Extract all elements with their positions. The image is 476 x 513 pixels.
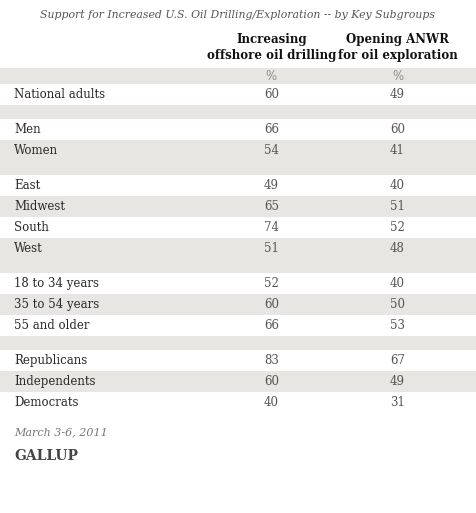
- Text: 40: 40: [390, 179, 405, 192]
- Text: March 3-6, 2011: March 3-6, 2011: [14, 427, 108, 437]
- Bar: [0, 175, 476, 196]
- Text: 51: 51: [264, 242, 279, 255]
- Text: 74: 74: [264, 221, 279, 234]
- Text: Opening ANWR
for oil exploration: Opening ANWR for oil exploration: [337, 32, 457, 62]
- Text: 18 to 34 years: 18 to 34 years: [14, 277, 99, 290]
- Bar: [0, 259, 476, 273]
- Text: %: %: [266, 69, 277, 83]
- Text: Support for Increased U.S. Oil Drilling/Exploration -- by Key Subgroups: Support for Increased U.S. Oil Drilling/…: [40, 10, 436, 20]
- Text: 60: 60: [264, 88, 279, 101]
- Bar: [0, 336, 476, 350]
- Text: Democrats: Democrats: [14, 396, 79, 409]
- Text: Women: Women: [14, 144, 59, 157]
- Text: 66: 66: [264, 319, 279, 332]
- Text: South: South: [14, 221, 49, 234]
- Text: Men: Men: [14, 123, 41, 136]
- Text: GALLUP: GALLUP: [14, 449, 78, 463]
- Text: 52: 52: [264, 277, 279, 290]
- Bar: [0, 238, 476, 259]
- Text: National adults: National adults: [14, 88, 105, 101]
- Text: 55 and older: 55 and older: [14, 319, 90, 332]
- Text: 49: 49: [264, 179, 279, 192]
- Bar: [0, 315, 476, 336]
- Bar: [0, 140, 476, 161]
- Text: 60: 60: [264, 298, 279, 311]
- Text: 67: 67: [390, 354, 405, 367]
- Text: 53: 53: [390, 319, 405, 332]
- Text: 54: 54: [264, 144, 279, 157]
- Text: 49: 49: [390, 88, 405, 101]
- Text: %: %: [392, 69, 403, 83]
- Text: West: West: [14, 242, 43, 255]
- Text: Midwest: Midwest: [14, 200, 65, 213]
- Text: 48: 48: [390, 242, 405, 255]
- Bar: [0, 217, 476, 238]
- Bar: [0, 84, 476, 105]
- Bar: [0, 371, 476, 392]
- Bar: [0, 196, 476, 217]
- Text: 66: 66: [264, 123, 279, 136]
- Bar: [0, 392, 476, 413]
- Text: 65: 65: [264, 200, 279, 213]
- Text: Independents: Independents: [14, 375, 96, 388]
- Text: 35 to 54 years: 35 to 54 years: [14, 298, 99, 311]
- Text: 52: 52: [390, 221, 405, 234]
- Text: 51: 51: [390, 200, 405, 213]
- Text: 60: 60: [390, 123, 405, 136]
- Text: Increasing
offshore oil drilling: Increasing offshore oil drilling: [207, 32, 336, 62]
- Bar: [0, 350, 476, 371]
- Text: 60: 60: [264, 375, 279, 388]
- Text: Republicans: Republicans: [14, 354, 88, 367]
- Text: 40: 40: [264, 396, 279, 409]
- Bar: [0, 273, 476, 294]
- Text: East: East: [14, 179, 40, 192]
- Bar: [0, 68, 476, 84]
- Text: 83: 83: [264, 354, 279, 367]
- Bar: [0, 119, 476, 140]
- Text: 49: 49: [390, 375, 405, 388]
- Bar: [0, 161, 476, 175]
- Bar: [0, 105, 476, 119]
- Text: 50: 50: [390, 298, 405, 311]
- Bar: [0, 294, 476, 315]
- Text: 31: 31: [390, 396, 405, 409]
- Text: 40: 40: [390, 277, 405, 290]
- Text: 41: 41: [390, 144, 405, 157]
